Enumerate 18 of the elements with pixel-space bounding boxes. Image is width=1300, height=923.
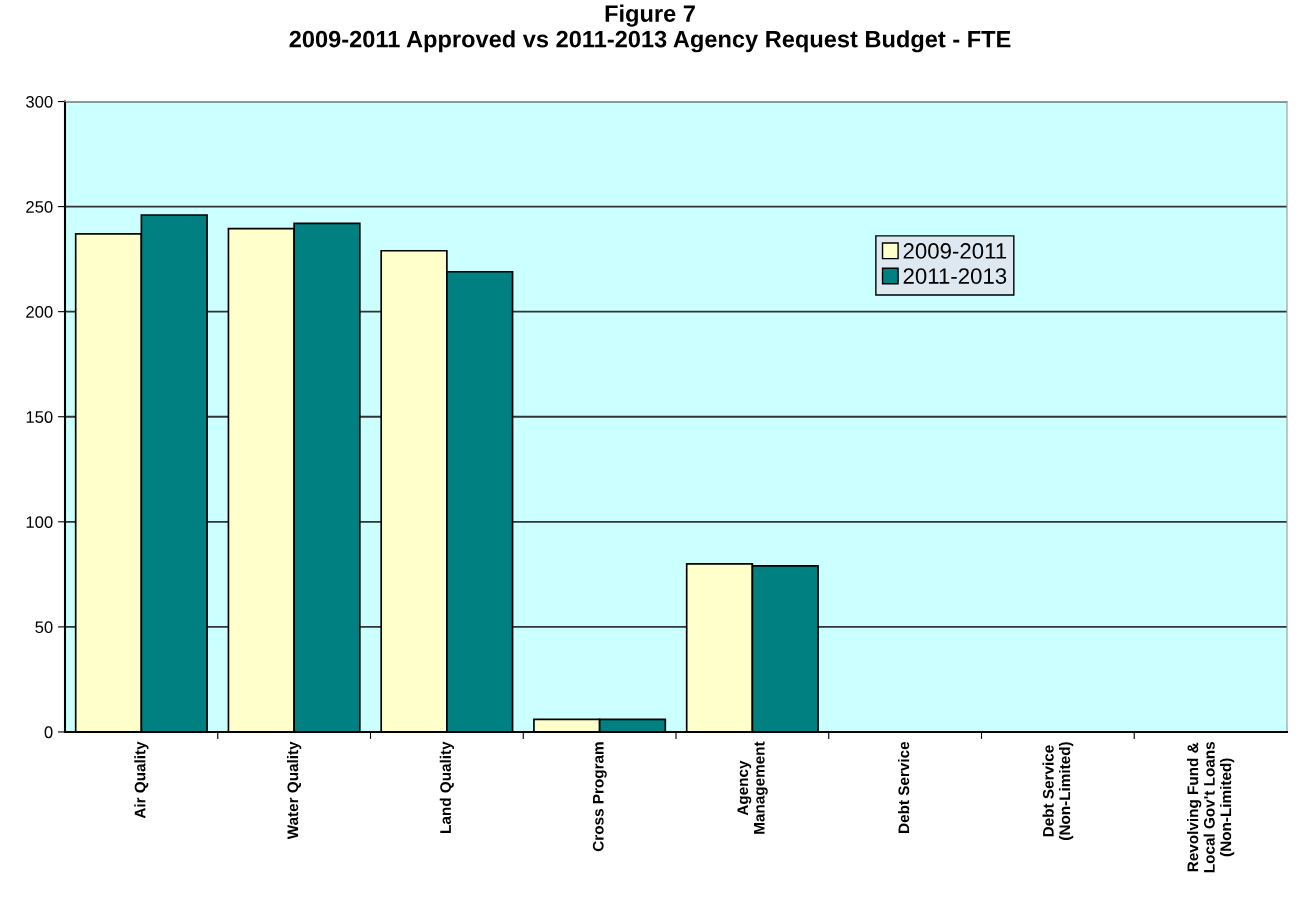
legend-label: 2009-2011 xyxy=(903,243,1007,259)
x-tick-label: Land Quality xyxy=(439,741,454,833)
y-tick-label: 100 xyxy=(26,516,53,529)
y-tick-label: 150 xyxy=(26,411,53,423)
chart-title: Figure 7 2009-2011 Approved vs 2011-2013 Agency Request Budget - FTE xyxy=(289,4,1011,53)
x-tick-label: Water Quality xyxy=(287,741,302,840)
y-tick-label: 50 xyxy=(35,621,53,634)
x-tick-label: Cross Program xyxy=(592,742,607,852)
y-tick-label: 300 xyxy=(26,95,53,108)
x-tick-label: Air Quality xyxy=(134,741,149,819)
y-tick-label: 250 xyxy=(26,201,53,213)
y-tick-label: 0 xyxy=(44,726,53,739)
x-tick-label: Debt Service xyxy=(898,741,910,833)
x-tick-label: Debt Service (Non-Limited) xyxy=(1042,742,1074,840)
x-tick-label: Agency Management xyxy=(737,741,768,834)
x-tick-label: Revolving Fund & Local Gov't Loans (Non-Limited) xyxy=(1187,742,1235,873)
legend-label: 2011-2013 xyxy=(903,268,1007,284)
y-tick-label: 200 xyxy=(26,306,53,318)
